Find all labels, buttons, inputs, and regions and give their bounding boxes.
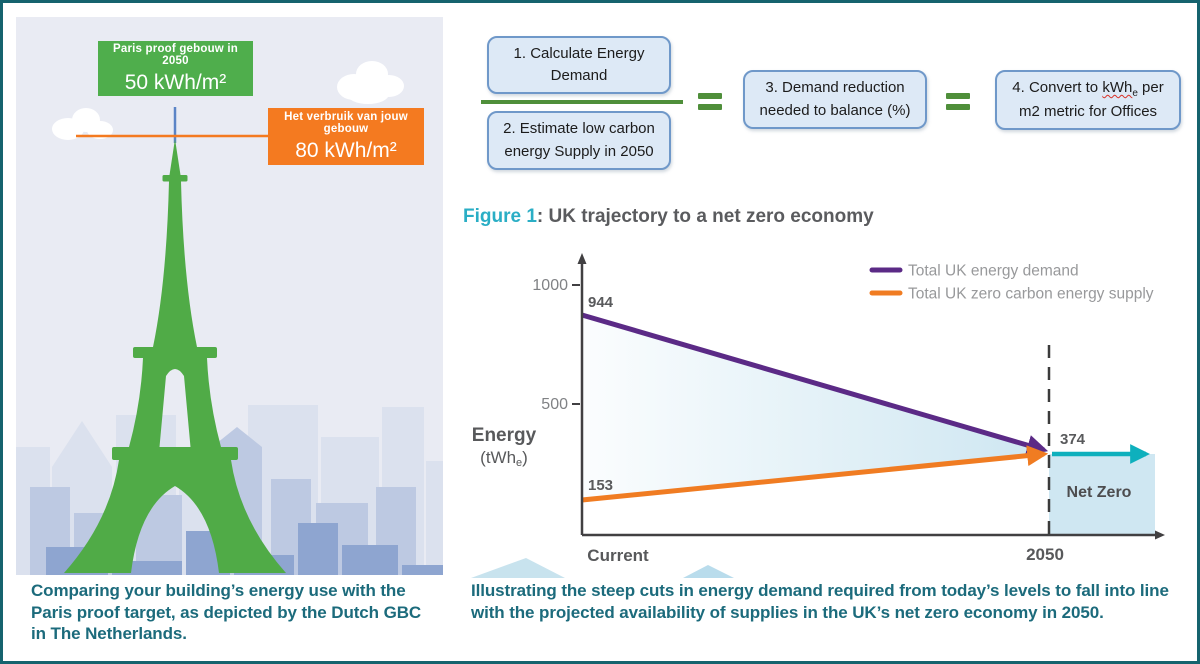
figure-title-text: : UK trajectory to a net zero economy [536,206,874,227]
figure-title: Figure 1: UK trajectory to a net zero ec… [463,206,874,228]
flow-step-4: 4. Convert to kWhe per m2 metric for Off… [995,70,1181,130]
cloud-icon [52,108,113,140]
x-axis-arrow [1155,530,1165,540]
flow-step-3-line2: needed to balance (%) [759,101,911,119]
left-figure-caption: Comparing your building’s energy use wit… [31,581,422,644]
y-axis-units: (tWhe) [480,448,528,469]
eiffel-tower [64,139,286,573]
flow-step-2-line2: energy Supply in 2050 [504,142,654,160]
legend-label-demand: Total UK energy demand [908,263,1079,280]
decorative-mountain [683,565,734,578]
flow-step-4-line2: m2 metric for Offices [1018,102,1158,120]
y-axis-title: Energy [472,425,537,446]
flow-step-3-line1: 3. Demand reduction [765,79,905,96]
y-tick-label-500: 500 [541,396,568,413]
paris-proof-illustration: Paris proof gebouw in 2050 50 kWh/m² Het… [16,17,443,575]
flow-step-2-line1: 2. Estimate low carbon [503,120,655,137]
x-label-current: Current [587,546,649,565]
usage-box-label: Het verbruik van jouw gebouw [284,110,408,135]
target-box-value: 50 kWh/m² [124,70,227,94]
target-box-label: Paris proof gebouw in 2050 [113,42,238,67]
demand-start-value: 944 [588,294,614,311]
flow-step-3: 3. Demand reduction needed to balance (%… [743,70,927,129]
net-zero-region [1049,454,1155,535]
flow-step-4-line1: 4. Convert to kWhe per [1012,78,1164,99]
equals-icon [698,93,722,110]
fraction-bar [481,100,683,104]
flow-step-1-line2: Demand [550,67,608,84]
paris-proof-target-box: Paris proof gebouw in 2050 50 kWh/m² [98,41,253,96]
decorative-mountain [471,558,565,578]
y-axis-arrow [577,253,587,264]
legend-label-supply: Total UK zero carbon energy supply [908,286,1154,303]
cloud-icon [337,61,404,104]
equals-icon [946,93,970,110]
usage-box-value: 80 kWh/m² [295,138,397,162]
converge-value: 374 [1060,431,1086,448]
building-usage-box: Het verbruik van jouw gebouw 80 kWh/m² [268,108,424,165]
net-zero-trajectory-chart: 1000 500 944 153 374 Net Zero Current 20… [471,253,1165,578]
flow-step-2: 2. Estimate low carbon energy Supply in … [487,111,671,170]
flow-step-1-line1: 1. Calculate Energy [513,44,645,62]
kwh-misspelled-text: kWh [1102,78,1133,96]
supply-start-value: 153 [588,477,613,494]
demand-supply-gap-area [582,315,1048,500]
net-zero-label: Net Zero [1067,484,1132,501]
figure-number: Figure 1 [463,206,537,227]
flow-step-1: 1. Calculate Energy Demand [487,36,671,94]
right-figure-caption: Illustrating the steep cuts in energy de… [471,581,1169,622]
eiffel-tower-scene [16,61,443,575]
supply-line [581,445,1049,503]
y-tick-label-1000: 1000 [532,277,568,294]
x-label-2050: 2050 [1026,545,1064,564]
demand-line [581,312,1049,456]
